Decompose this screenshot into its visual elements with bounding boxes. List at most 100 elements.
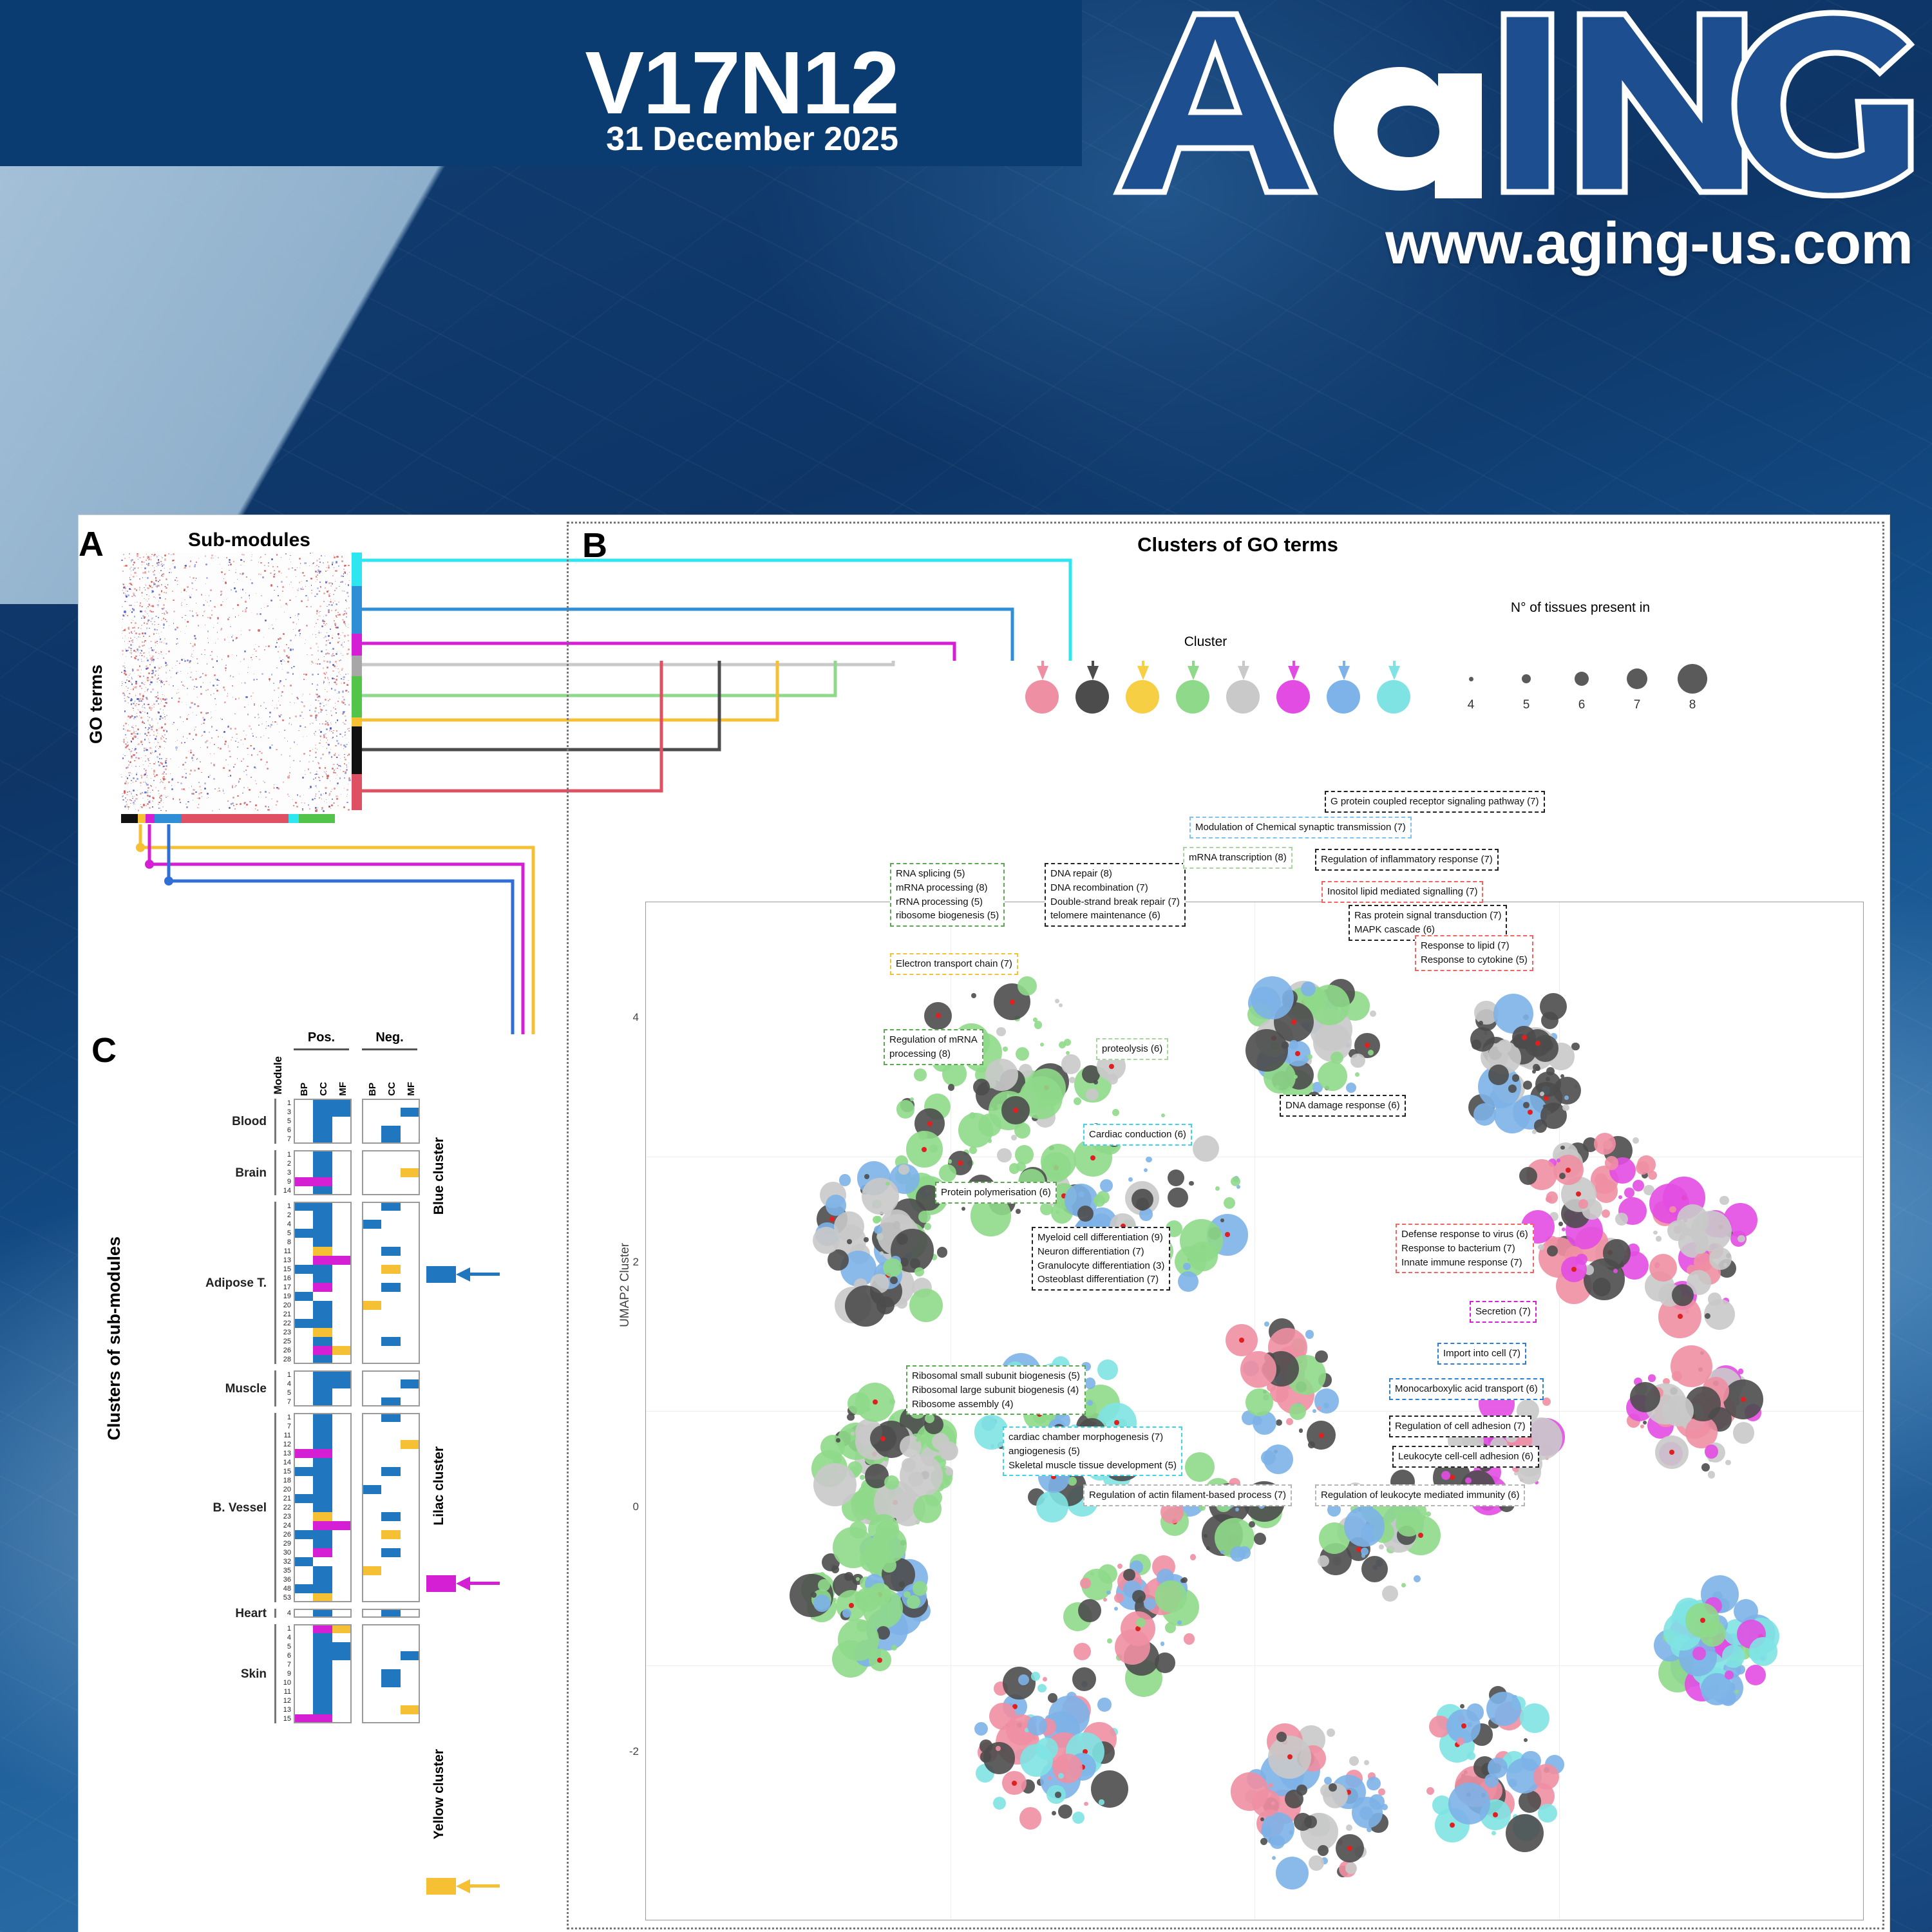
go-term-bubble[interactable] (947, 1159, 952, 1164)
go-term-bubble[interactable] (1245, 1388, 1273, 1416)
go-term-bubble[interactable] (1112, 1108, 1119, 1116)
go-term-bubble[interactable] (929, 1144, 938, 1153)
go-term-bubble[interactable] (1488, 1065, 1509, 1085)
go-term-bubble[interactable] (1540, 1091, 1544, 1096)
go-term-bubble[interactable] (1018, 1169, 1045, 1196)
go-term-bubble[interactable] (1535, 1480, 1539, 1484)
go-term-bubble[interactable] (813, 1594, 831, 1613)
go-term-bubble[interactable] (1051, 1810, 1057, 1815)
go-term-bubble[interactable] (1106, 1638, 1113, 1644)
go-term-bubble[interactable] (1005, 1361, 1025, 1380)
go-term-bubble[interactable] (1542, 1397, 1551, 1406)
go-term-bubble[interactable] (1538, 1244, 1544, 1251)
go-term-bubble[interactable] (961, 1207, 965, 1211)
go-term-bubble[interactable] (1648, 1374, 1656, 1382)
go-term-bubble[interactable] (1390, 1470, 1416, 1495)
go-term-bubble[interactable] (1021, 1391, 1028, 1397)
go-term-bubble[interactable] (1084, 1378, 1096, 1389)
go-term-bubble[interactable] (1317, 1406, 1321, 1411)
go-term-bubble[interactable] (1468, 1453, 1482, 1468)
go-term-bubble[interactable] (1633, 1180, 1644, 1191)
go-term-bubble[interactable] (1307, 1054, 1312, 1060)
go-term-bubble[interactable] (1240, 1351, 1277, 1388)
go-term-bubble[interactable] (1636, 1161, 1650, 1175)
go-term-bubble[interactable] (1492, 1831, 1497, 1835)
go-term-bubble[interactable] (909, 1289, 943, 1323)
go-term-bubble[interactable] (1040, 1143, 1076, 1180)
go-term-bubble[interactable] (1229, 1546, 1245, 1562)
go-term-bubble[interactable] (1039, 1202, 1053, 1215)
go-term-bubble[interactable] (1017, 976, 1037, 996)
go-term-bubble[interactable] (842, 1608, 852, 1618)
go-term-bubble[interactable] (1099, 1799, 1104, 1805)
go-term-bubble[interactable] (1215, 1186, 1220, 1191)
go-term-bubble[interactable] (985, 1058, 1018, 1092)
go-term-bubble[interactable] (961, 1195, 966, 1200)
go-term-bubble[interactable] (1556, 1159, 1561, 1163)
go-term-bubble[interactable] (1131, 1188, 1153, 1211)
go-term-bubble[interactable] (1523, 1102, 1530, 1108)
go-term-bubble[interactable] (1524, 1738, 1528, 1742)
go-term-bubble[interactable] (837, 1619, 880, 1661)
go-term-bubble[interactable] (884, 1475, 899, 1490)
go-term-bubble[interactable] (1640, 1424, 1645, 1428)
go-term-bubble[interactable] (1128, 1177, 1133, 1182)
go-term-bubble[interactable] (1190, 1554, 1197, 1560)
go-term-bubble[interactable] (1166, 1220, 1182, 1237)
go-term-bubble[interactable] (1335, 1490, 1343, 1499)
go-term-bubble[interactable] (1014, 1144, 1034, 1164)
go-term-bubble[interactable] (1066, 1439, 1072, 1444)
go-term-bubble[interactable] (1097, 1564, 1117, 1584)
go-term-bubble[interactable] (1456, 1737, 1464, 1745)
go-term-bubble[interactable] (1027, 1715, 1047, 1736)
go-term-bubble[interactable] (862, 1177, 899, 1215)
go-term-bubble[interactable] (1074, 1097, 1081, 1106)
go-term-bubble[interactable] (1367, 1049, 1374, 1056)
go-term-bubble[interactable] (1564, 1095, 1569, 1100)
go-term-bubble[interactable] (1582, 1137, 1598, 1152)
go-term-bubble[interactable] (831, 1565, 839, 1573)
go-term-bubble[interactable] (969, 1112, 976, 1119)
go-term-bubble[interactable] (1173, 1486, 1189, 1502)
go-term-bubble[interactable] (1535, 1071, 1561, 1097)
go-term-bubble[interactable] (1367, 1827, 1372, 1833)
cluster-dot-light-gray[interactable] (1226, 680, 1260, 714)
go-term-bubble[interactable] (883, 1456, 889, 1462)
go-term-bubble[interactable] (1123, 1569, 1135, 1582)
go-term-bubble[interactable] (1520, 1209, 1555, 1244)
go-term-bubble[interactable] (1725, 1671, 1734, 1680)
go-term-bubble[interactable] (1602, 1238, 1631, 1267)
go-term-bubble[interactable] (1025, 1372, 1037, 1384)
go-term-bubble[interactable] (863, 1237, 869, 1243)
go-term-bubble[interactable] (1368, 1506, 1373, 1511)
go-term-bubble[interactable] (1260, 1450, 1276, 1465)
go-term-bubble[interactable] (873, 1226, 882, 1235)
go-term-bubble[interactable] (896, 1100, 915, 1119)
go-term-bubble[interactable] (979, 1739, 993, 1753)
go-term-bubble[interactable] (1602, 1209, 1611, 1218)
go-term-bubble[interactable] (873, 1216, 881, 1224)
go-term-bubble[interactable] (1745, 1664, 1766, 1686)
go-term-bubble[interactable] (1036, 1737, 1059, 1760)
go-term-bubble[interactable] (1160, 1501, 1184, 1524)
cluster-dot-pink[interactable] (1025, 680, 1059, 714)
go-term-bubble[interactable] (1043, 1451, 1052, 1461)
go-term-bubble[interactable] (1168, 1187, 1188, 1208)
go-term-bubble[interactable] (1139, 1208, 1153, 1221)
go-term-bubble[interactable] (1074, 1643, 1092, 1661)
go-term-bubble[interactable] (1178, 1271, 1199, 1293)
go-term-bubble[interactable] (1532, 1130, 1537, 1134)
cluster-dot-magenta[interactable] (1276, 680, 1310, 714)
go-term-bubble[interactable] (1289, 1040, 1299, 1050)
go-term-bubble[interactable] (1355, 1072, 1360, 1077)
cluster-dot-blue[interactable] (1327, 680, 1360, 714)
go-term-bubble[interactable] (1199, 1504, 1206, 1511)
go-term-bubble[interactable] (1478, 1385, 1515, 1422)
go-term-bubble[interactable] (1252, 1788, 1280, 1817)
go-term-bubble[interactable] (1100, 1179, 1113, 1192)
go-term-bubble[interactable] (906, 1595, 920, 1609)
go-term-bubble[interactable] (913, 1494, 942, 1523)
go-term-bubble[interactable] (1498, 1496, 1515, 1513)
go-term-bubble[interactable] (887, 1610, 891, 1615)
go-term-bubble[interactable] (1090, 1571, 1095, 1577)
